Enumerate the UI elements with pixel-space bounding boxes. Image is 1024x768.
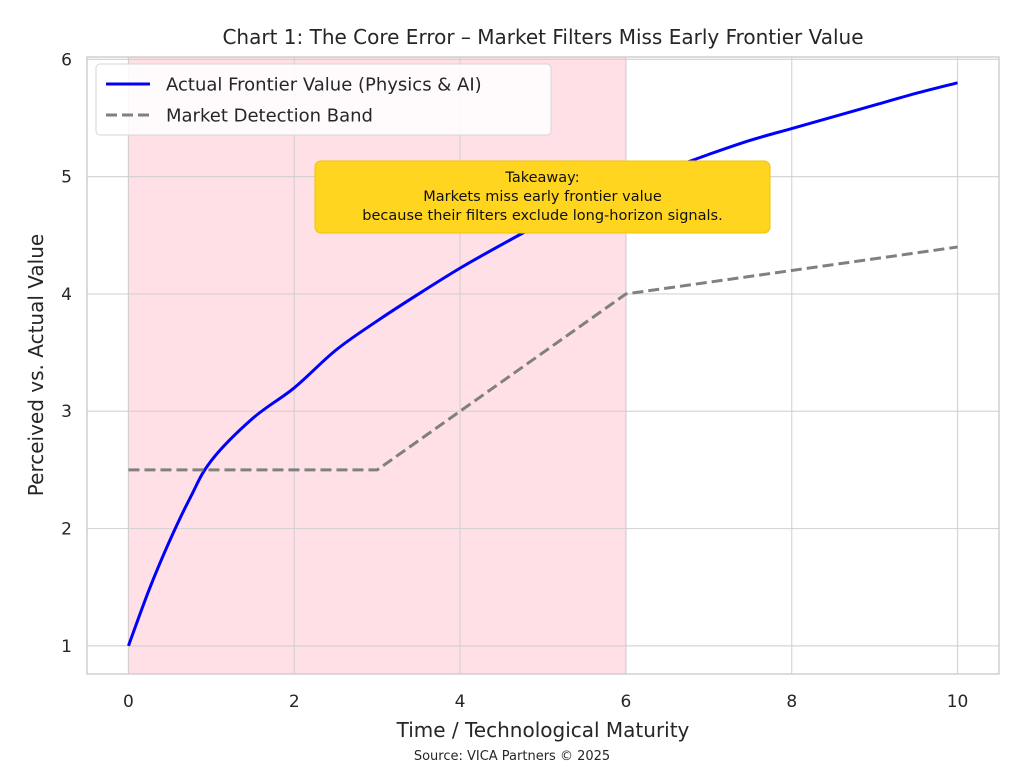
x-tick-label: 10 [947, 692, 969, 712]
y-tick-label: 1 [61, 637, 72, 657]
takeaway-annotation: Takeaway: Markets miss early frontier va… [314, 160, 771, 234]
source-note: Source: VICA Partners © 2025 [414, 749, 610, 764]
y-tick-label: 4 [61, 285, 72, 305]
grid-layer [87, 57, 999, 674]
y-tick-labels: 1 2 3 4 5 6 [61, 50, 72, 657]
takeaway-line-2: Markets miss early frontier value [423, 189, 662, 205]
x-axis-label: Time / Technological Maturity [396, 718, 690, 742]
y-tick-label: 2 [61, 520, 72, 540]
series-line-actual-frontier-value [127, 81, 958, 647]
plot-frame [86, 56, 1000, 675]
x-tick-label: 8 [786, 692, 797, 712]
takeaway-line-3: because their filters exclude long-horiz… [362, 208, 722, 224]
x-tick-label: 4 [455, 692, 466, 712]
x-tick-label: 2 [289, 692, 300, 712]
chart-title: Chart 1: The Core Error – Market Filters… [222, 25, 863, 49]
y-axis-label: Perceived vs. Actual Value [24, 234, 48, 496]
plot-area [86, 56, 1000, 675]
legend-box [95, 63, 552, 136]
y-tick-label: 5 [61, 168, 72, 188]
shade-layer [127, 57, 627, 674]
takeaway-box [314, 160, 771, 234]
legend-label-market-detection-band: Market Detection Band [166, 106, 373, 127]
series-line-market-detection-band [128, 245, 958, 472]
series-layer [127, 81, 958, 647]
legend: Actual Frontier Value (Physics & AI) Mar… [95, 63, 552, 136]
y-tick-label: 6 [61, 50, 72, 70]
legend-label-actual-frontier-value: Actual Frontier Value (Physics & AI) [166, 75, 482, 96]
x-tick-label: 6 [620, 692, 631, 712]
takeaway-line-1: Takeaway: [504, 170, 579, 186]
x-tick-labels: 0 2 4 6 8 10 [123, 692, 968, 712]
shaded-region [128, 57, 626, 674]
x-tick-label: 0 [123, 692, 134, 712]
y-tick-label: 3 [61, 402, 72, 422]
